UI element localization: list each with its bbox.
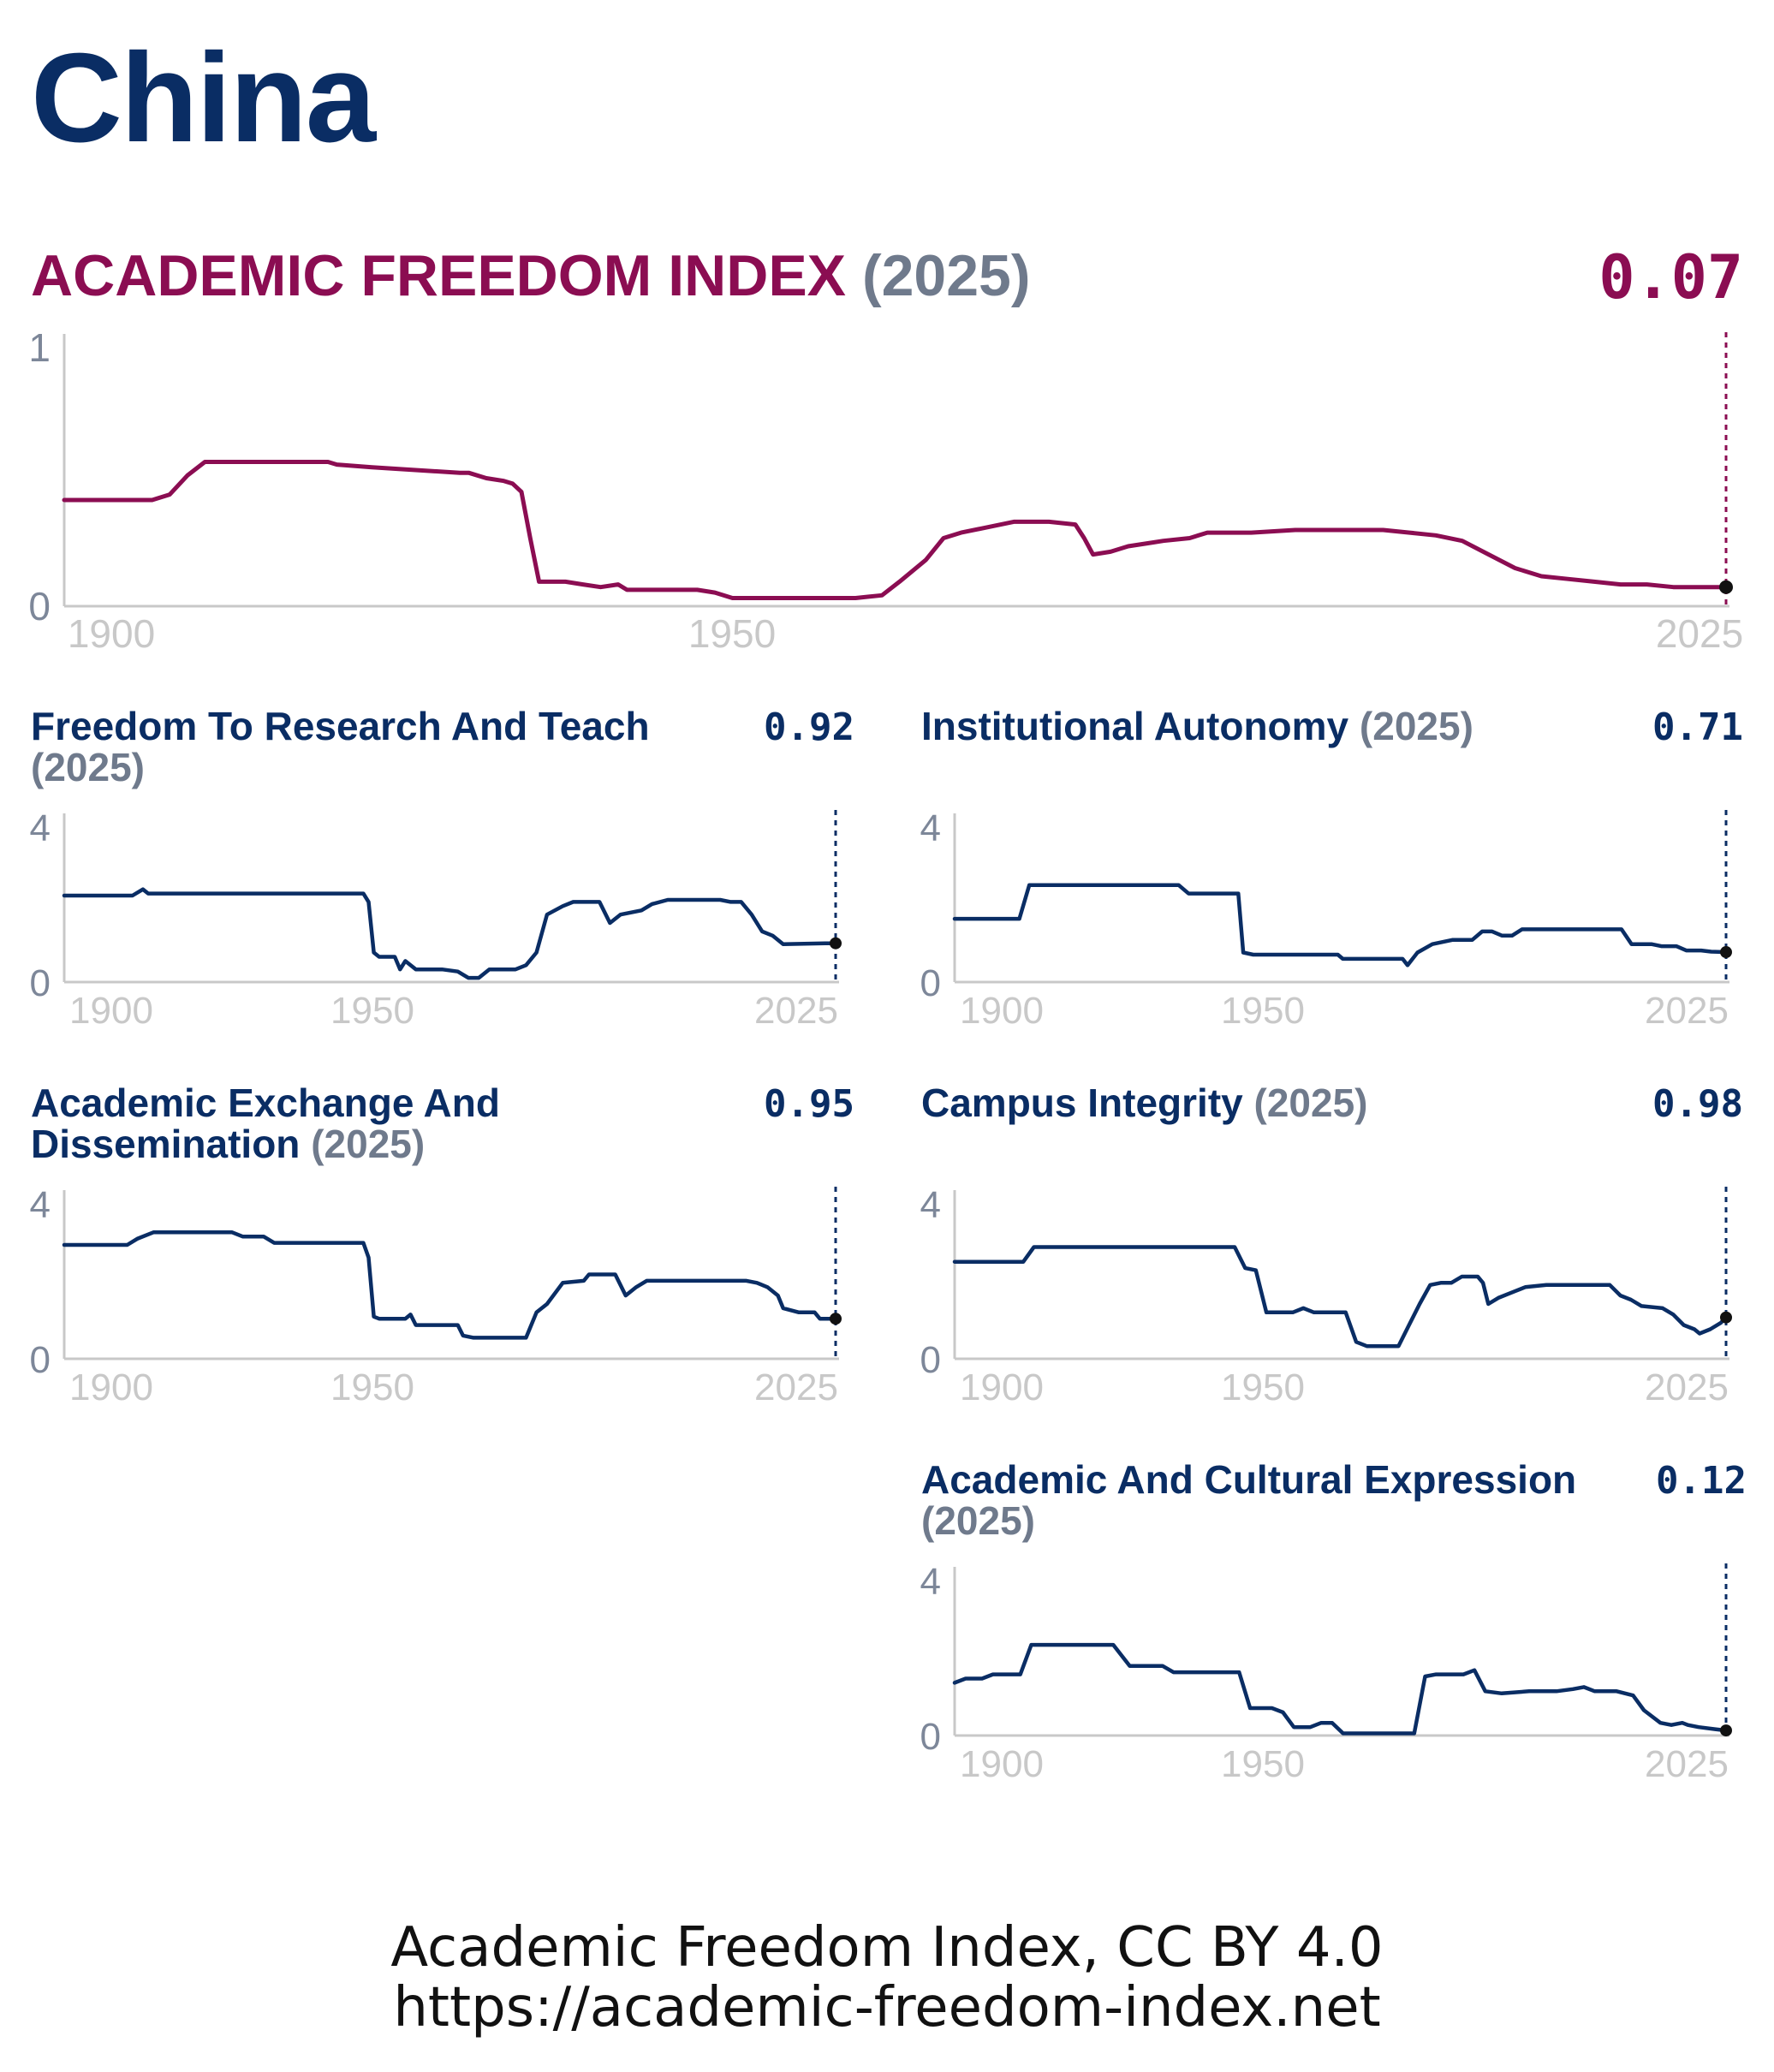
y-tick-label: 4 (920, 807, 941, 849)
panel-title-year: (2025) (311, 1122, 426, 1166)
series-line (62, 887, 838, 980)
footer-url: https://academic-freedom-index.net (393, 1976, 1381, 2039)
panel-title-research-teach: Freedom To Research And Teach (2025) (31, 706, 767, 788)
y-tick-label: 4 (30, 807, 51, 849)
panel-title-cultural-expression: Academic And Cultural Expression (2025) (921, 1459, 1658, 1541)
latest-value-point (830, 937, 842, 950)
y-tick-label: 0 (920, 962, 941, 1004)
panel-value-research-teach: 0.92 (764, 706, 854, 749)
panel-value-campus-integrity: 0.98 (1652, 1082, 1743, 1126)
x-tick-label: 1950 (1221, 1743, 1305, 1785)
panel-title-exchange-dissemination: Academic Exchange And Dissemination (202… (31, 1082, 699, 1164)
y-tick-label: 4 (920, 1184, 941, 1226)
x-tick-label: 2025 (1645, 990, 1729, 1032)
panel-title-text: Campus Integrity (921, 1081, 1243, 1125)
x-tick-label: 1900 (69, 1366, 153, 1408)
panel-value-exchange-dissemination: 0.95 (764, 1082, 854, 1126)
x-tick-label: 2025 (754, 1366, 838, 1408)
latest-value-point (1720, 1311, 1732, 1324)
panel-title-text: Academic And Cultural Expression (921, 1457, 1577, 1502)
x-tick-label: 2025 (1645, 1366, 1729, 1408)
series-line (62, 460, 1729, 600)
panel-title-year: (2025) (921, 1498, 1035, 1543)
series-line (952, 1642, 1729, 1736)
y-tick-label: 0 (920, 1716, 941, 1758)
x-tick-label: 2025 (1656, 611, 1743, 656)
panel-title-year: (2025) (1253, 1081, 1368, 1125)
y-tick-label: 0 (30, 1339, 51, 1381)
main-index-value: 0.07 (1598, 242, 1743, 313)
x-tick-label: 1900 (960, 1743, 1044, 1785)
panel-title-text: Institutional Autonomy (921, 704, 1349, 748)
y-tick-label: 0 (920, 1339, 941, 1381)
panel-value-institutional-autonomy: 0.71 (1652, 706, 1743, 749)
main-index-year: (2025) (861, 243, 1031, 308)
x-tick-label: 1900 (960, 1366, 1044, 1408)
series-line (952, 1245, 1729, 1349)
latest-value-point (830, 1313, 842, 1325)
panel-title-text: Freedom To Research And Teach (31, 704, 650, 748)
x-tick-label: 1950 (330, 1366, 414, 1408)
latest-value-point (1720, 1724, 1732, 1737)
series-line (62, 1230, 838, 1340)
x-tick-label: 1900 (69, 990, 153, 1032)
panel-title-year: (2025) (31, 745, 145, 789)
x-tick-label: 1950 (330, 990, 414, 1032)
panel-title-year: (2025) (1359, 704, 1473, 748)
y-tick-label: 0 (30, 962, 51, 1004)
y-tick-label: 1 (28, 325, 51, 370)
x-tick-label: 2025 (1645, 1743, 1729, 1785)
x-tick-label: 1950 (1221, 1366, 1305, 1408)
panel-value-cultural-expression: 0.12 (1656, 1459, 1747, 1503)
panel-title-text: Academic Exchange And Dissemination (31, 1081, 500, 1166)
x-tick-label: 1900 (68, 611, 155, 656)
country-title: China (31, 27, 376, 169)
x-tick-label: 1950 (1221, 990, 1305, 1032)
y-tick-label: 4 (920, 1561, 941, 1603)
latest-value-point (1719, 580, 1733, 594)
main-index-title: ACADEMIC FREEDOM INDEX (31, 243, 847, 308)
series-line (952, 883, 1729, 968)
footer-attribution: Academic Freedom Index, CC BY 4.0 (390, 1916, 1384, 1980)
latest-value-point (1720, 946, 1732, 959)
y-tick-label: 0 (28, 584, 51, 628)
panel-title-campus-integrity: Campus Integrity (2025) (921, 1082, 1658, 1123)
x-tick-label: 1950 (688, 611, 776, 656)
x-tick-label: 1900 (960, 990, 1044, 1032)
panel-title-institutional-autonomy: Institutional Autonomy (2025) (921, 706, 1658, 747)
x-tick-label: 2025 (754, 990, 838, 1032)
y-tick-label: 4 (30, 1184, 51, 1226)
main-index-heading: ACADEMIC FREEDOM INDEX (2025) (31, 242, 1031, 309)
